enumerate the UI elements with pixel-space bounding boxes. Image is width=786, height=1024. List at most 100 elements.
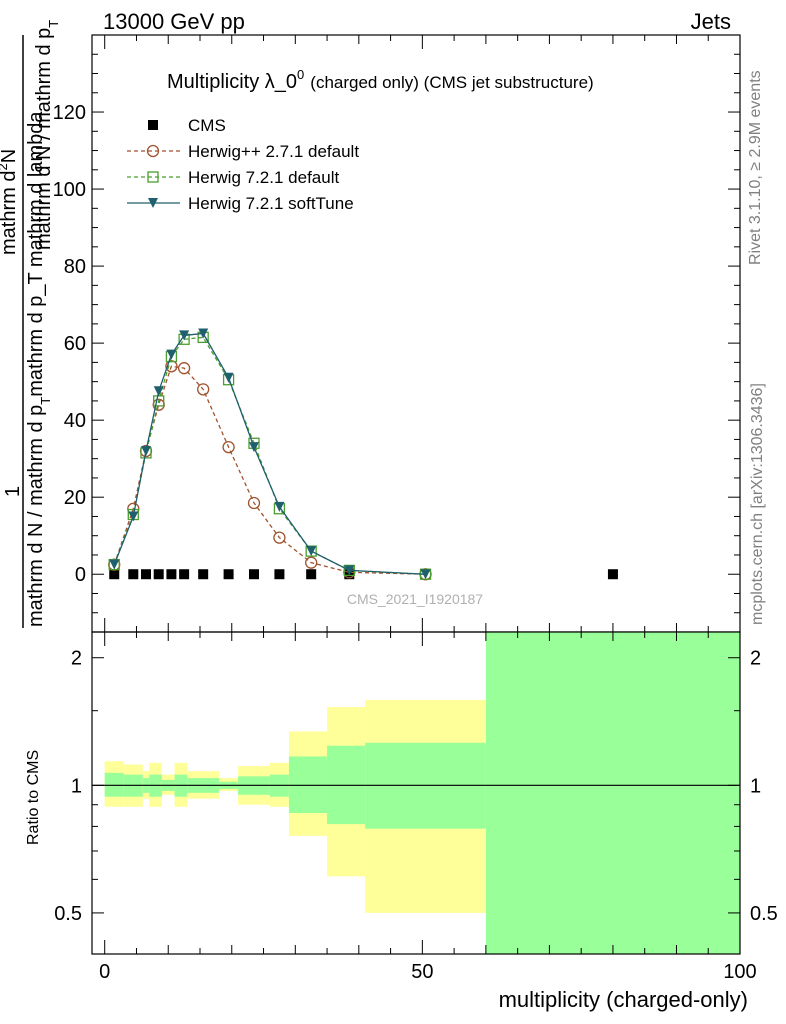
y-label-rest-a: mathrm d N / mathrm d p xyxy=(33,28,55,250)
data-point xyxy=(141,445,151,456)
data-point xyxy=(249,442,259,453)
data-point xyxy=(344,565,355,576)
data-point xyxy=(274,569,285,580)
y-label-dn-sup: 2 xyxy=(0,163,10,170)
ratio-band-inner xyxy=(485,632,740,954)
main-title-superscript: 0 xyxy=(297,67,304,82)
legend-label: Herwig 7.2.1 softTune xyxy=(188,194,354,213)
ratio-y-axis-label: Ratio to CMS xyxy=(25,750,42,845)
data-point xyxy=(197,383,210,396)
legend-marker xyxy=(147,171,159,183)
data-point xyxy=(305,556,318,569)
series-3 xyxy=(109,328,431,580)
series-line xyxy=(113,336,426,575)
data-point xyxy=(166,349,177,360)
mcplots-source-label: mcplots.cern.ch [arXiv:1306.3436] xyxy=(749,383,766,625)
data-point xyxy=(165,360,178,373)
y-label-top: mathrm d2N xyxy=(0,149,20,255)
data-point xyxy=(223,372,234,383)
series-2 xyxy=(108,331,432,580)
y-label-dn-prefix: mathrm d xyxy=(0,171,20,255)
ratio-x-ticks: 0 50 100 xyxy=(99,632,757,983)
ratio-panel: 0.5 0.5 1 1 2 2 0 50 100 Ratio to CMS multiplic… xyxy=(25,631,778,1012)
ratio-y-tick-label-right: 1 xyxy=(750,775,761,797)
y-label-top-rest: mathrm d N / mathrm d pT xyxy=(33,20,61,250)
data-point xyxy=(198,328,209,339)
legend-entry: CMS xyxy=(148,116,226,135)
main-title: Multiplicity λ_00 (charged only) (CMS jet… xyxy=(167,67,594,93)
legend-marker xyxy=(148,120,158,130)
data-point xyxy=(306,546,317,557)
main-y-tick-label: 60 xyxy=(64,333,86,355)
main-title-suffix: (charged only) (CMS jet substructure) xyxy=(310,73,593,92)
y-label-bottom: mathrm d N / mathrm d pTmathrm d p_T mat… xyxy=(25,111,53,627)
main-y-tick-label: 120 xyxy=(53,102,86,124)
data-point xyxy=(247,496,261,510)
data-point xyxy=(153,569,164,580)
series-line xyxy=(113,365,426,575)
legend-entry: Herwig 7.2.1 softTune xyxy=(127,194,354,213)
data-point xyxy=(607,569,618,580)
x-tick-label: 0 xyxy=(99,961,110,983)
data-point xyxy=(249,569,259,580)
ratio-y-tick-label: 1 xyxy=(71,775,82,797)
data-point xyxy=(109,569,120,580)
legend-label: CMS xyxy=(188,116,226,135)
rivet-version-label: Rivet 3.1.10, ≥ 2.9M events xyxy=(747,70,764,265)
y-label-bottom-rest: mathrm d p_T mathrm d lambda xyxy=(25,111,47,397)
legend-marker xyxy=(146,144,160,158)
series-1 xyxy=(108,360,432,581)
main-title-text: Multiplicity λ_0 xyxy=(167,71,297,93)
y-label-numerator: 1 xyxy=(2,486,24,497)
data-point xyxy=(141,569,151,580)
y-label-bottom-text: mathrm d N / mathrm d p xyxy=(25,405,47,627)
main-y-ticks: 0 20 40 60 80 100 120 xyxy=(53,53,740,614)
legend: CMS Herwig++ 2.7.1 default Herwig 7.2.1 de… xyxy=(127,116,359,213)
legend-entry: Herwig 7.2.1 default xyxy=(127,168,339,187)
data-point xyxy=(153,386,164,397)
x-axis-label: multiplicity (charged-only) xyxy=(499,987,748,1012)
data-point xyxy=(306,569,317,580)
data-point xyxy=(179,330,190,341)
data-point xyxy=(420,569,431,580)
x-tick-label: 50 xyxy=(411,961,433,983)
header-left-label: 13000 GeV pp xyxy=(103,9,245,34)
main-y-tick-label: 20 xyxy=(64,487,86,509)
main-y-tick-label: 100 xyxy=(53,179,86,201)
ratio-y-tick-label-right: 2 xyxy=(750,648,761,670)
data-point xyxy=(223,569,234,580)
main-x-ticks xyxy=(104,35,741,632)
main-y-tick-label: 40 xyxy=(64,410,86,432)
legend-label: Herwig++ 2.7.1 default xyxy=(188,142,359,161)
main-y-tick-label: 0 xyxy=(75,564,86,586)
data-point xyxy=(274,501,285,512)
legend-entry: Herwig++ 2.7.1 default xyxy=(127,142,359,161)
series-layer xyxy=(108,328,618,581)
analysis-watermark: CMS_2021_I1920187 xyxy=(347,591,483,607)
legend-label: Herwig 7.2.1 default xyxy=(188,168,339,187)
data-point xyxy=(273,531,286,544)
x-tick-label: 100 xyxy=(723,961,756,983)
header-right-label: Jets xyxy=(691,9,731,34)
legend-marker xyxy=(148,198,158,208)
ratio-bands xyxy=(104,632,740,954)
main-y-axis-label: 1 mathrm d2N mathrm d N / mathrm d pT ma… xyxy=(0,20,61,628)
y-label-bottom-sub: T xyxy=(38,397,53,405)
data-point xyxy=(128,569,139,580)
y-label-dn-n: N xyxy=(0,149,20,163)
ratio-y-tick-label-right: 0.5 xyxy=(750,903,778,925)
ratio-y-tick-label: 2 xyxy=(71,648,82,670)
data-point xyxy=(177,362,191,375)
data-point xyxy=(128,511,139,522)
main-y-tick-label: 80 xyxy=(64,256,86,278)
data-point xyxy=(222,440,235,454)
ratio-y-ticks: 0.5 0.5 1 1 2 2 xyxy=(54,648,778,925)
data-point xyxy=(166,569,177,580)
ratio-y-tick-label: 0.5 xyxy=(54,903,82,925)
data-point xyxy=(198,569,209,580)
y-label-rest-sub: T xyxy=(46,20,61,28)
data-point xyxy=(109,559,120,570)
ratio-panel-frame xyxy=(91,631,741,955)
